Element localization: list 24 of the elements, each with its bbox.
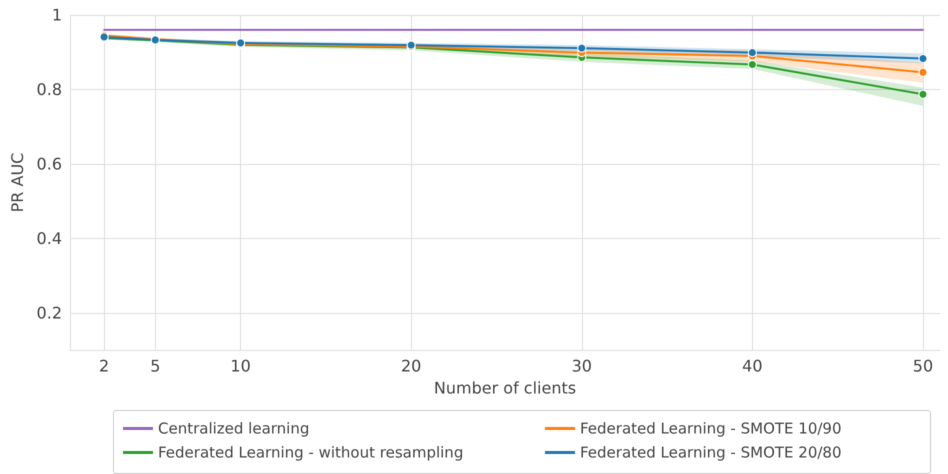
x-tick-label: 20	[400, 356, 422, 376]
x-tick-label: 50	[912, 356, 934, 376]
legend-label: Federated Learning - SMOTE 20/80	[580, 444, 842, 462]
y-tick-label: 0.8	[36, 80, 62, 99]
y-tick-label: 0.6	[36, 154, 62, 174]
legend-label: Federated Learning - without resampling	[158, 444, 464, 462]
y-axis-title: PR AUC	[8, 152, 28, 212]
y-tick-label: 1	[52, 6, 62, 24]
x-tick-label: 30	[572, 356, 592, 376]
x-tick-label: 10	[230, 356, 251, 376]
legend-label: Centralized learning	[158, 420, 310, 438]
legend-label: Federated Learning - SMOTE 10/90	[580, 420, 842, 438]
point	[748, 48, 757, 58]
x-tick-label: 40	[742, 356, 763, 376]
point	[748, 60, 757, 70]
x-axis-title: Number of clients	[434, 378, 576, 398]
x-tick-label: 5	[150, 356, 160, 376]
x-tick-label: 2	[99, 356, 110, 376]
y-tick-label: 0.2	[36, 303, 62, 322]
point	[918, 90, 928, 99]
y-tick-label: 0.4	[36, 228, 62, 248]
point	[577, 44, 586, 53]
point	[918, 68, 928, 77]
point	[918, 54, 928, 64]
